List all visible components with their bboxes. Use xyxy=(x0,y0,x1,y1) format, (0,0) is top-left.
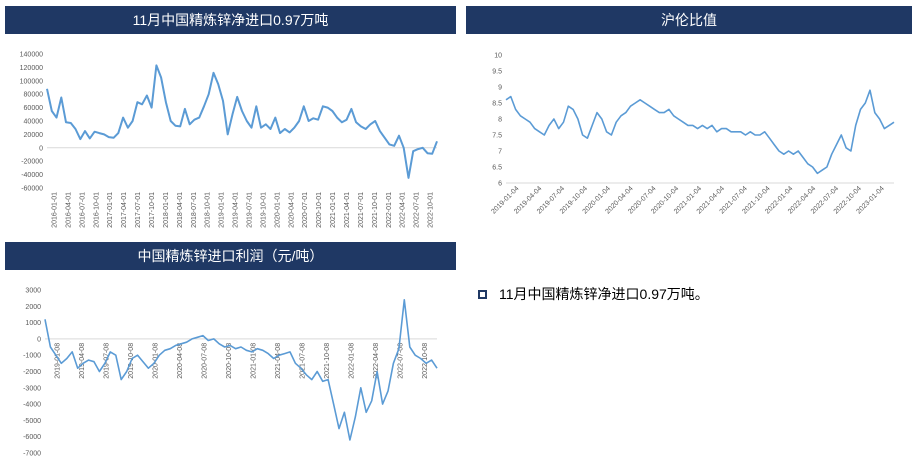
x-tick-label: 2021-10-08 xyxy=(324,343,331,379)
y-tick-label: 6.5 xyxy=(492,165,502,172)
x-tick-label: 2017-07-01 xyxy=(135,192,142,228)
panel-header-import-profit: 中国精炼锌进口利润（元/吨） xyxy=(5,242,456,270)
x-tick-label: 2020-01-01 xyxy=(274,192,281,228)
y-tick-label: 9 xyxy=(498,85,502,92)
y-tick-label: 0 xyxy=(39,145,43,152)
y-tick-label: -20000 xyxy=(21,159,43,166)
x-tick-label: 2021-04-08 xyxy=(275,343,282,379)
x-tick-label: 2017-01-01 xyxy=(107,192,114,228)
y-tick-label: 8.5 xyxy=(492,101,502,108)
y-tick-label: 20000 xyxy=(24,132,44,139)
x-tick-label: 2022-07-01 xyxy=(414,192,421,228)
y-tick-label: -7000 xyxy=(23,451,41,458)
x-tick-label: 2020-04-01 xyxy=(288,192,295,228)
x-tick-label: 2022-01-08 xyxy=(349,343,356,379)
x-tick-label: 2021-04-01 xyxy=(344,192,351,228)
x-tick-label: 2022-04-01 xyxy=(400,192,407,228)
x-tick-label: 2017-10-01 xyxy=(149,192,156,228)
bullet-note: 11月中国精炼锌净进口0.97万吨。 xyxy=(478,284,709,304)
x-tick-label: 2021-07-08 xyxy=(300,343,307,379)
y-tick-label: 9.5 xyxy=(492,69,502,76)
x-tick-label: 2016-01-01 xyxy=(51,192,58,228)
x-tick-label: 2020-10-08 xyxy=(226,343,233,379)
y-tick-label: 0 xyxy=(37,336,41,343)
y-tick-label: 7 xyxy=(498,149,502,156)
x-tick-label: 2022-10-01 xyxy=(428,192,435,228)
panel-header-shfe-lme-ratio: 沪伦比值 xyxy=(466,6,912,34)
x-tick-label: 2022-01-01 xyxy=(386,192,393,228)
x-tick-label: 2018-10-01 xyxy=(205,192,212,228)
x-tick-label: 2021-01-08 xyxy=(251,343,258,379)
y-tick-label: 3000 xyxy=(25,288,41,295)
y-tick-label: -2000 xyxy=(23,369,41,376)
y-tick-label: 120000 xyxy=(20,65,43,72)
bullet-text: 11月中国精炼锌净进口0.97万吨。 xyxy=(499,286,709,302)
y-tick-label: 40000 xyxy=(24,119,44,126)
x-tick-label: 2020-07-01 xyxy=(302,192,309,228)
x-tick-label: 2020-04-08 xyxy=(177,343,184,379)
series-line xyxy=(44,298,438,441)
x-tick-label: 2019-07-01 xyxy=(246,192,253,228)
x-tick-label: 2022-10-08 xyxy=(422,343,429,379)
y-tick-label: -6000 xyxy=(23,434,41,441)
x-tick-label: 2021-10-01 xyxy=(372,192,379,228)
chart-import-profit: -7000 -6000 -5000 -4000 -3000 -2000 -1000 0 1000… xyxy=(5,280,456,460)
x-tick-label: 2019-04-01 xyxy=(233,192,240,228)
y-tick-label: 8 xyxy=(498,117,502,124)
y-tick-label: -60000 xyxy=(21,186,43,193)
x-tick-label: 2019-01-08 xyxy=(55,343,62,379)
x-tick-label: 2019-01-01 xyxy=(219,192,226,228)
series-line xyxy=(46,64,438,179)
y-tick-label: -1000 xyxy=(23,353,41,360)
y-tick-label: 6 xyxy=(498,181,502,188)
y-tick-label: -4000 xyxy=(23,402,41,409)
square-bullet-icon xyxy=(478,289,487,299)
x-tick-label: 2022-07-08 xyxy=(398,343,405,379)
x-tick-label: 2019-04-08 xyxy=(79,343,86,379)
y-tick-label: 60000 xyxy=(24,105,44,112)
y-tick-label: 80000 xyxy=(24,92,44,99)
x-tick-label: 2017-04-01 xyxy=(121,192,128,228)
x-tick-label: 2022-04-08 xyxy=(373,343,380,379)
x-tick-label: 2020-07-08 xyxy=(202,343,209,379)
y-tick-label: 100000 xyxy=(20,78,43,85)
y-tick-label: 10 xyxy=(494,53,502,60)
panel-header-net-import: 11月中国精炼锌净进口0.97万吨 xyxy=(5,6,456,34)
y-tick-label: 140000 xyxy=(20,52,43,59)
x-tick-label: 2018-01-01 xyxy=(163,192,170,228)
y-tick-label: -3000 xyxy=(23,385,41,392)
x-tick-label: 2019-07-08 xyxy=(104,343,111,379)
x-tick-label: 2018-04-01 xyxy=(177,192,184,228)
x-tick-label: 2016-04-01 xyxy=(65,192,72,228)
y-tick-label: -5000 xyxy=(23,418,41,425)
x-tick-label: 2016-07-01 xyxy=(79,192,86,228)
y-tick-label: 7.5 xyxy=(492,133,502,140)
x-tick-label: 2021-01-01 xyxy=(330,192,337,228)
x-tick-label: 2016-10-01 xyxy=(93,192,100,228)
chart-shfe-lme-ratio: 6 6.5 7 7.5 8 8.5 9 9.5 10 2019-01-04 2019-04-04 20… xyxy=(466,40,912,230)
x-tick-label: 2018-07-01 xyxy=(191,192,198,228)
chart-net-import: -60000 -40000 -20000 0 20000 40000 60000 80000 1… xyxy=(5,40,456,240)
x-tick-label: 2020-10-01 xyxy=(316,192,323,228)
y-tick-label: 1000 xyxy=(25,320,41,327)
series-line xyxy=(505,89,895,175)
y-tick-label: 2000 xyxy=(25,304,41,311)
y-tick-label: -40000 xyxy=(21,172,43,179)
x-tick-label: 2021-07-01 xyxy=(358,192,365,228)
x-tick-label: 2019-10-01 xyxy=(260,192,267,228)
